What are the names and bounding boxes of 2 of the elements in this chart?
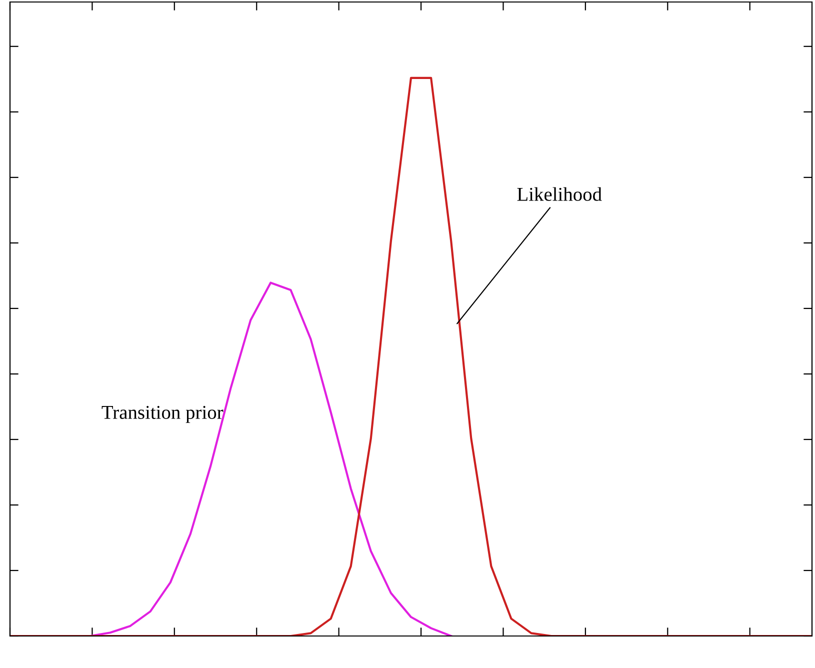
annotation: Likelihood (517, 187, 602, 201)
annotation: Transition prior (102, 406, 224, 423)
